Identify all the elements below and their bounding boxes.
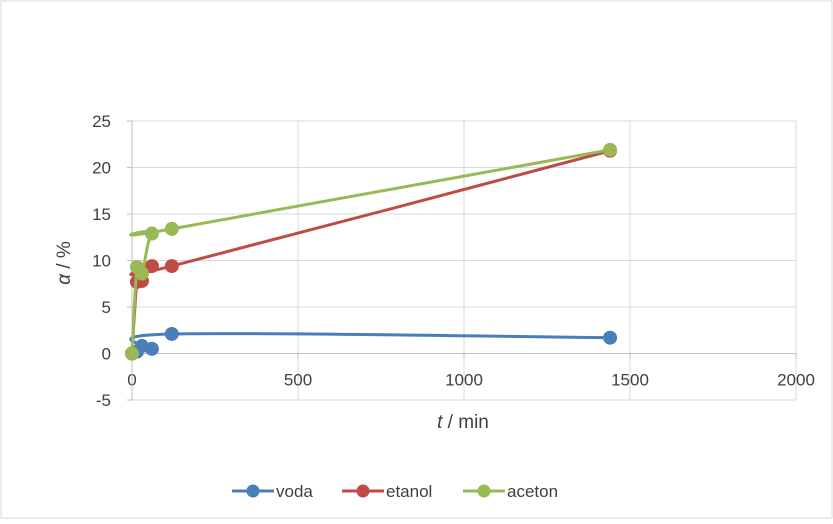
- y-axis-title: α / %: [54, 241, 75, 285]
- x-tick-label: 2000: [777, 371, 815, 390]
- x-tick-label: 1500: [611, 371, 649, 390]
- series-layer: [125, 142, 618, 361]
- data-point-aceton: [125, 346, 139, 361]
- y-axis-unit: / %: [54, 241, 75, 274]
- x-tick-label: 500: [284, 371, 312, 390]
- legend: voda etanol aceton: [232, 482, 558, 501]
- y-tick-label: 20: [92, 159, 111, 178]
- legend-label-etanol: etanol: [386, 482, 432, 501]
- legend-label-aceton: aceton: [507, 482, 558, 501]
- data-point-aceton: [144, 226, 159, 241]
- legend-marker-etanol: [356, 484, 370, 498]
- x-tick-label: 1000: [445, 371, 483, 390]
- y-tick-label: 5: [102, 298, 111, 317]
- legend-item-aceton: aceton: [463, 482, 558, 501]
- legend-label-voda: voda: [276, 482, 313, 501]
- legend-item-etanol: etanol: [342, 482, 432, 501]
- legend-marker-aceton: [477, 484, 491, 498]
- legend-marker-voda: [246, 484, 260, 498]
- data-point-voda: [603, 330, 618, 345]
- y-tick-label: 25: [92, 112, 111, 131]
- data-point-etanol: [164, 259, 179, 274]
- data-point-aceton: [134, 266, 149, 281]
- data-point-voda: [164, 326, 179, 341]
- data-point-aceton: [164, 221, 179, 236]
- data-point-etanol: [144, 259, 159, 274]
- y-tick-label: -5: [96, 391, 111, 410]
- data-point-voda: [144, 341, 159, 356]
- y-axis-variable: α: [54, 273, 75, 285]
- y-tick-label: 0: [102, 345, 111, 364]
- x-axis-unit: / min: [442, 412, 488, 433]
- y-tick-label: 15: [92, 205, 111, 224]
- legend-item-voda: voda: [232, 482, 313, 501]
- data-point-aceton: [603, 142, 618, 157]
- y-tick-label: 10: [92, 252, 111, 271]
- x-axis-variable: t: [437, 412, 443, 433]
- series-aceton: [125, 142, 618, 361]
- x-axis-title: t / min: [437, 412, 489, 433]
